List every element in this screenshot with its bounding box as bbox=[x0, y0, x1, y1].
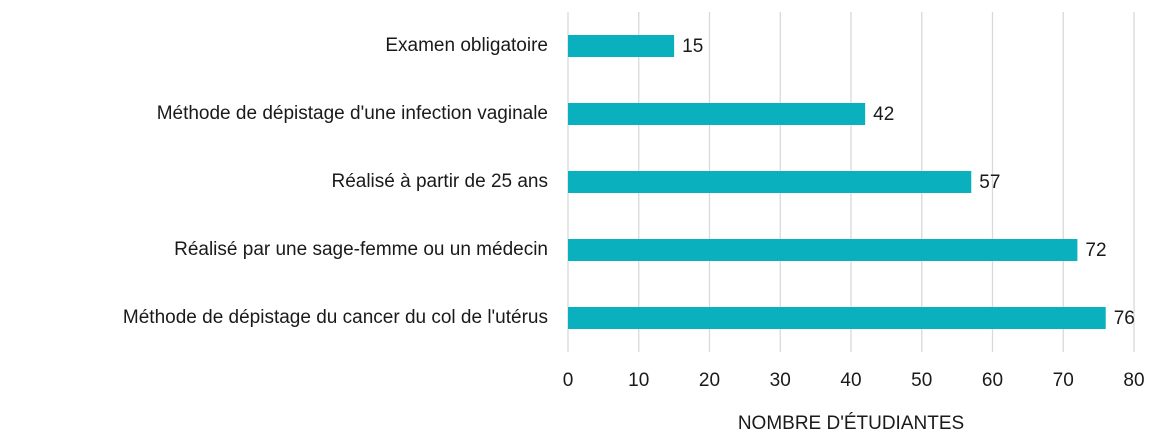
y-tick-label: Réalisé à partir de 25 ans bbox=[331, 171, 548, 192]
value-label: 76 bbox=[1114, 308, 1135, 329]
bar bbox=[568, 171, 972, 193]
x-tick-label: 10 bbox=[628, 370, 649, 391]
bar bbox=[568, 239, 1078, 261]
bar bbox=[568, 35, 675, 57]
x-tick-label: 80 bbox=[1123, 370, 1144, 391]
bar bbox=[568, 103, 866, 125]
value-label: 15 bbox=[682, 36, 703, 57]
value-label: 72 bbox=[1085, 240, 1106, 261]
x-tick-label: 70 bbox=[1053, 370, 1074, 391]
y-tick-label: Examen obligatoire bbox=[385, 35, 548, 56]
y-tick-label: Méthode de dépistage du cancer du col de… bbox=[123, 307, 548, 328]
x-tick-label: 40 bbox=[840, 370, 861, 391]
x-tick-label: 20 bbox=[699, 370, 720, 391]
y-tick-label: Réalisé par une sage-femme ou un médecin bbox=[174, 239, 548, 260]
x-tick-label: 0 bbox=[563, 370, 574, 391]
bar bbox=[568, 307, 1106, 329]
value-label: 57 bbox=[979, 172, 1000, 193]
x-tick-label: 50 bbox=[911, 370, 932, 391]
x-tick-label: 60 bbox=[982, 370, 1003, 391]
x-axis-label: NOMBRE D'ÉTUDIANTES bbox=[738, 413, 964, 434]
value-label: 42 bbox=[873, 104, 894, 125]
y-tick-label: Méthode de dépistage d'une infection vag… bbox=[157, 103, 548, 124]
x-tick-label: 30 bbox=[770, 370, 791, 391]
